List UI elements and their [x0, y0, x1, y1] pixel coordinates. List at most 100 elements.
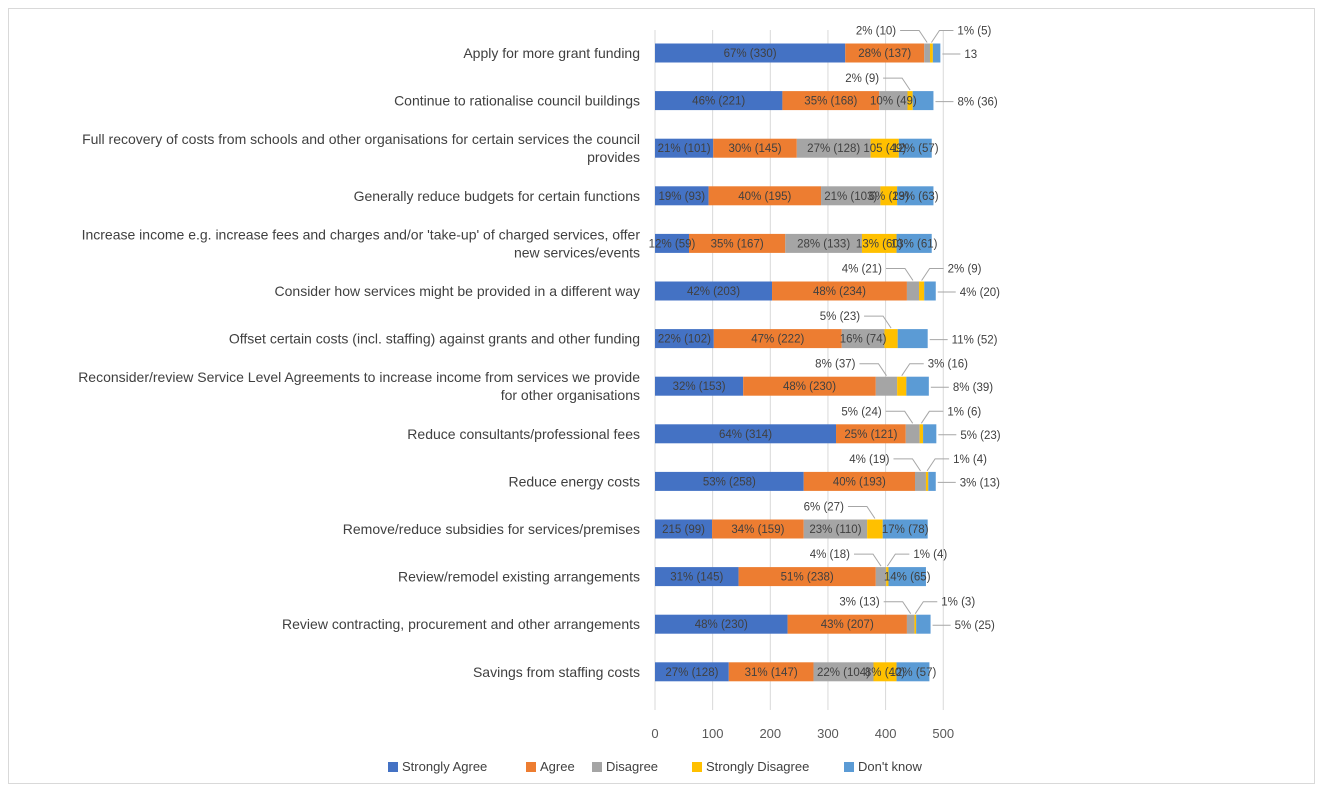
data-label: 23% (110)	[809, 524, 861, 536]
category-label: Increase income e.g. increase fees and c…	[82, 226, 641, 260]
category-label-line: new services/events	[514, 244, 640, 260]
data-label: 21% (103)	[824, 191, 877, 203]
bar-segment	[655, 424, 837, 444]
bar-segment	[886, 567, 889, 587]
bar-segment	[882, 519, 928, 539]
legend-swatch	[526, 762, 536, 772]
data-label: 21% (101)	[658, 143, 711, 155]
bar-segment	[879, 91, 908, 111]
bar-segment	[897, 186, 934, 206]
data-label: 12% (57)	[892, 143, 939, 155]
data-label: 48% (230)	[695, 619, 748, 631]
bar-segment	[884, 329, 898, 349]
bar-segment	[655, 91, 783, 111]
bar-segment	[906, 614, 915, 634]
bar-segment	[803, 471, 916, 491]
category-label-line: Full recovery of costs from schools and …	[82, 131, 640, 147]
bar-segment	[845, 43, 925, 63]
category-label: Review/remodel existing arrangements	[398, 569, 640, 585]
bar-segment	[880, 186, 898, 206]
legend-swatch	[692, 762, 702, 772]
data-label: 67% (330)	[724, 48, 777, 60]
bar-segment	[713, 138, 797, 158]
category-label: Continue to rationalise council building…	[394, 93, 640, 109]
bar-segment	[782, 91, 880, 111]
data-label: 5% (24)	[841, 406, 881, 418]
data-label: 25% (121)	[844, 429, 897, 441]
bar-segment	[655, 376, 744, 396]
bar-segment	[813, 662, 874, 682]
bar-segment	[925, 471, 929, 491]
data-label: 16% (74)	[840, 334, 887, 346]
category-label: Apply for more grant funding	[463, 45, 640, 61]
bar-segment	[919, 424, 924, 444]
bar-segment	[875, 567, 887, 587]
leader-line	[885, 268, 914, 281]
bar-segment	[655, 138, 714, 158]
bar-segment	[873, 662, 897, 682]
bar-segment	[841, 329, 885, 349]
category-label: Consider how services might be provided …	[275, 283, 640, 299]
category-label: Offset certain costs (incl. staffing) ag…	[229, 331, 640, 347]
data-label: 47% (222)	[751, 334, 804, 346]
legend-label: Don't know	[858, 759, 923, 774]
leader-line	[883, 601, 912, 614]
legend-label: Strongly Disagree	[706, 759, 809, 774]
data-label: 8% (40)	[865, 667, 905, 679]
legend: Strongly Agree Agree Disagree Strongly Disa…	[388, 759, 923, 774]
bar-segment	[655, 662, 729, 682]
bar-segment	[867, 519, 883, 539]
data-label: 5% (23)	[820, 311, 860, 323]
data-labels: 67% (330) 28% (137) 2% (10) 1% (5) 13 46% (22…	[649, 26, 1001, 679]
bar-segment	[915, 471, 926, 491]
bar-segment	[785, 233, 862, 253]
bar-segment	[870, 138, 899, 158]
data-label: 3% (13)	[960, 477, 1000, 489]
leader-line	[886, 553, 910, 567]
data-label: 1% (4)	[913, 549, 947, 561]
data-label: 51% (238)	[781, 572, 834, 584]
bar-segment	[655, 567, 739, 587]
data-label: 4% (18)	[810, 549, 850, 561]
data-label: 1% (4)	[953, 454, 987, 466]
data-label: 19% (93)	[658, 191, 705, 203]
leader-line	[901, 363, 924, 376]
bar-segment	[712, 519, 804, 539]
data-label: 10% (49)	[870, 96, 917, 108]
bar-segment	[919, 281, 925, 301]
data-label: 13% (60)	[856, 238, 903, 250]
category-label: Reconsider/review Service Level Agreemen…	[78, 369, 640, 403]
data-label: 215 (99)	[662, 524, 705, 536]
bar-segment	[655, 519, 713, 539]
data-label: 8% (39)	[953, 382, 993, 394]
category-label: Reduce energy costs	[508, 473, 640, 489]
bar-segment	[655, 471, 804, 491]
category-label-line: Reconsider/review Service Level Agreemen…	[78, 369, 640, 385]
bar-segment	[655, 233, 690, 253]
legend-label: Strongly Agree	[402, 759, 487, 774]
data-label: 64% (314)	[719, 429, 772, 441]
data-label: 43% (207)	[821, 619, 874, 631]
leader-line	[853, 553, 882, 567]
data-label: 4% (20)	[960, 287, 1000, 299]
data-label: 34% (159)	[731, 524, 784, 536]
bar-segment	[787, 614, 907, 634]
data-label: 32% (153)	[673, 381, 726, 393]
category-label: Savings from staffing costs	[473, 664, 640, 680]
bar-segment	[912, 91, 934, 111]
bar-segment	[655, 43, 846, 63]
data-label: 40% (195)	[738, 191, 791, 203]
bar-segment	[923, 424, 937, 444]
data-label: 2% (9)	[845, 73, 879, 85]
x-tick-label: 100	[702, 726, 724, 741]
leader-line	[900, 30, 928, 43]
data-label: 42% (203)	[687, 286, 740, 298]
category-label-line: provides	[587, 149, 640, 165]
data-label: 1% (5)	[957, 26, 991, 38]
bar-segment	[772, 281, 907, 301]
x-tick-label: 500	[932, 726, 954, 741]
bar-segment	[738, 567, 876, 587]
category-label-line: Increase income e.g. increase fees and c…	[82, 226, 641, 242]
data-label: 40% (193)	[833, 476, 886, 488]
